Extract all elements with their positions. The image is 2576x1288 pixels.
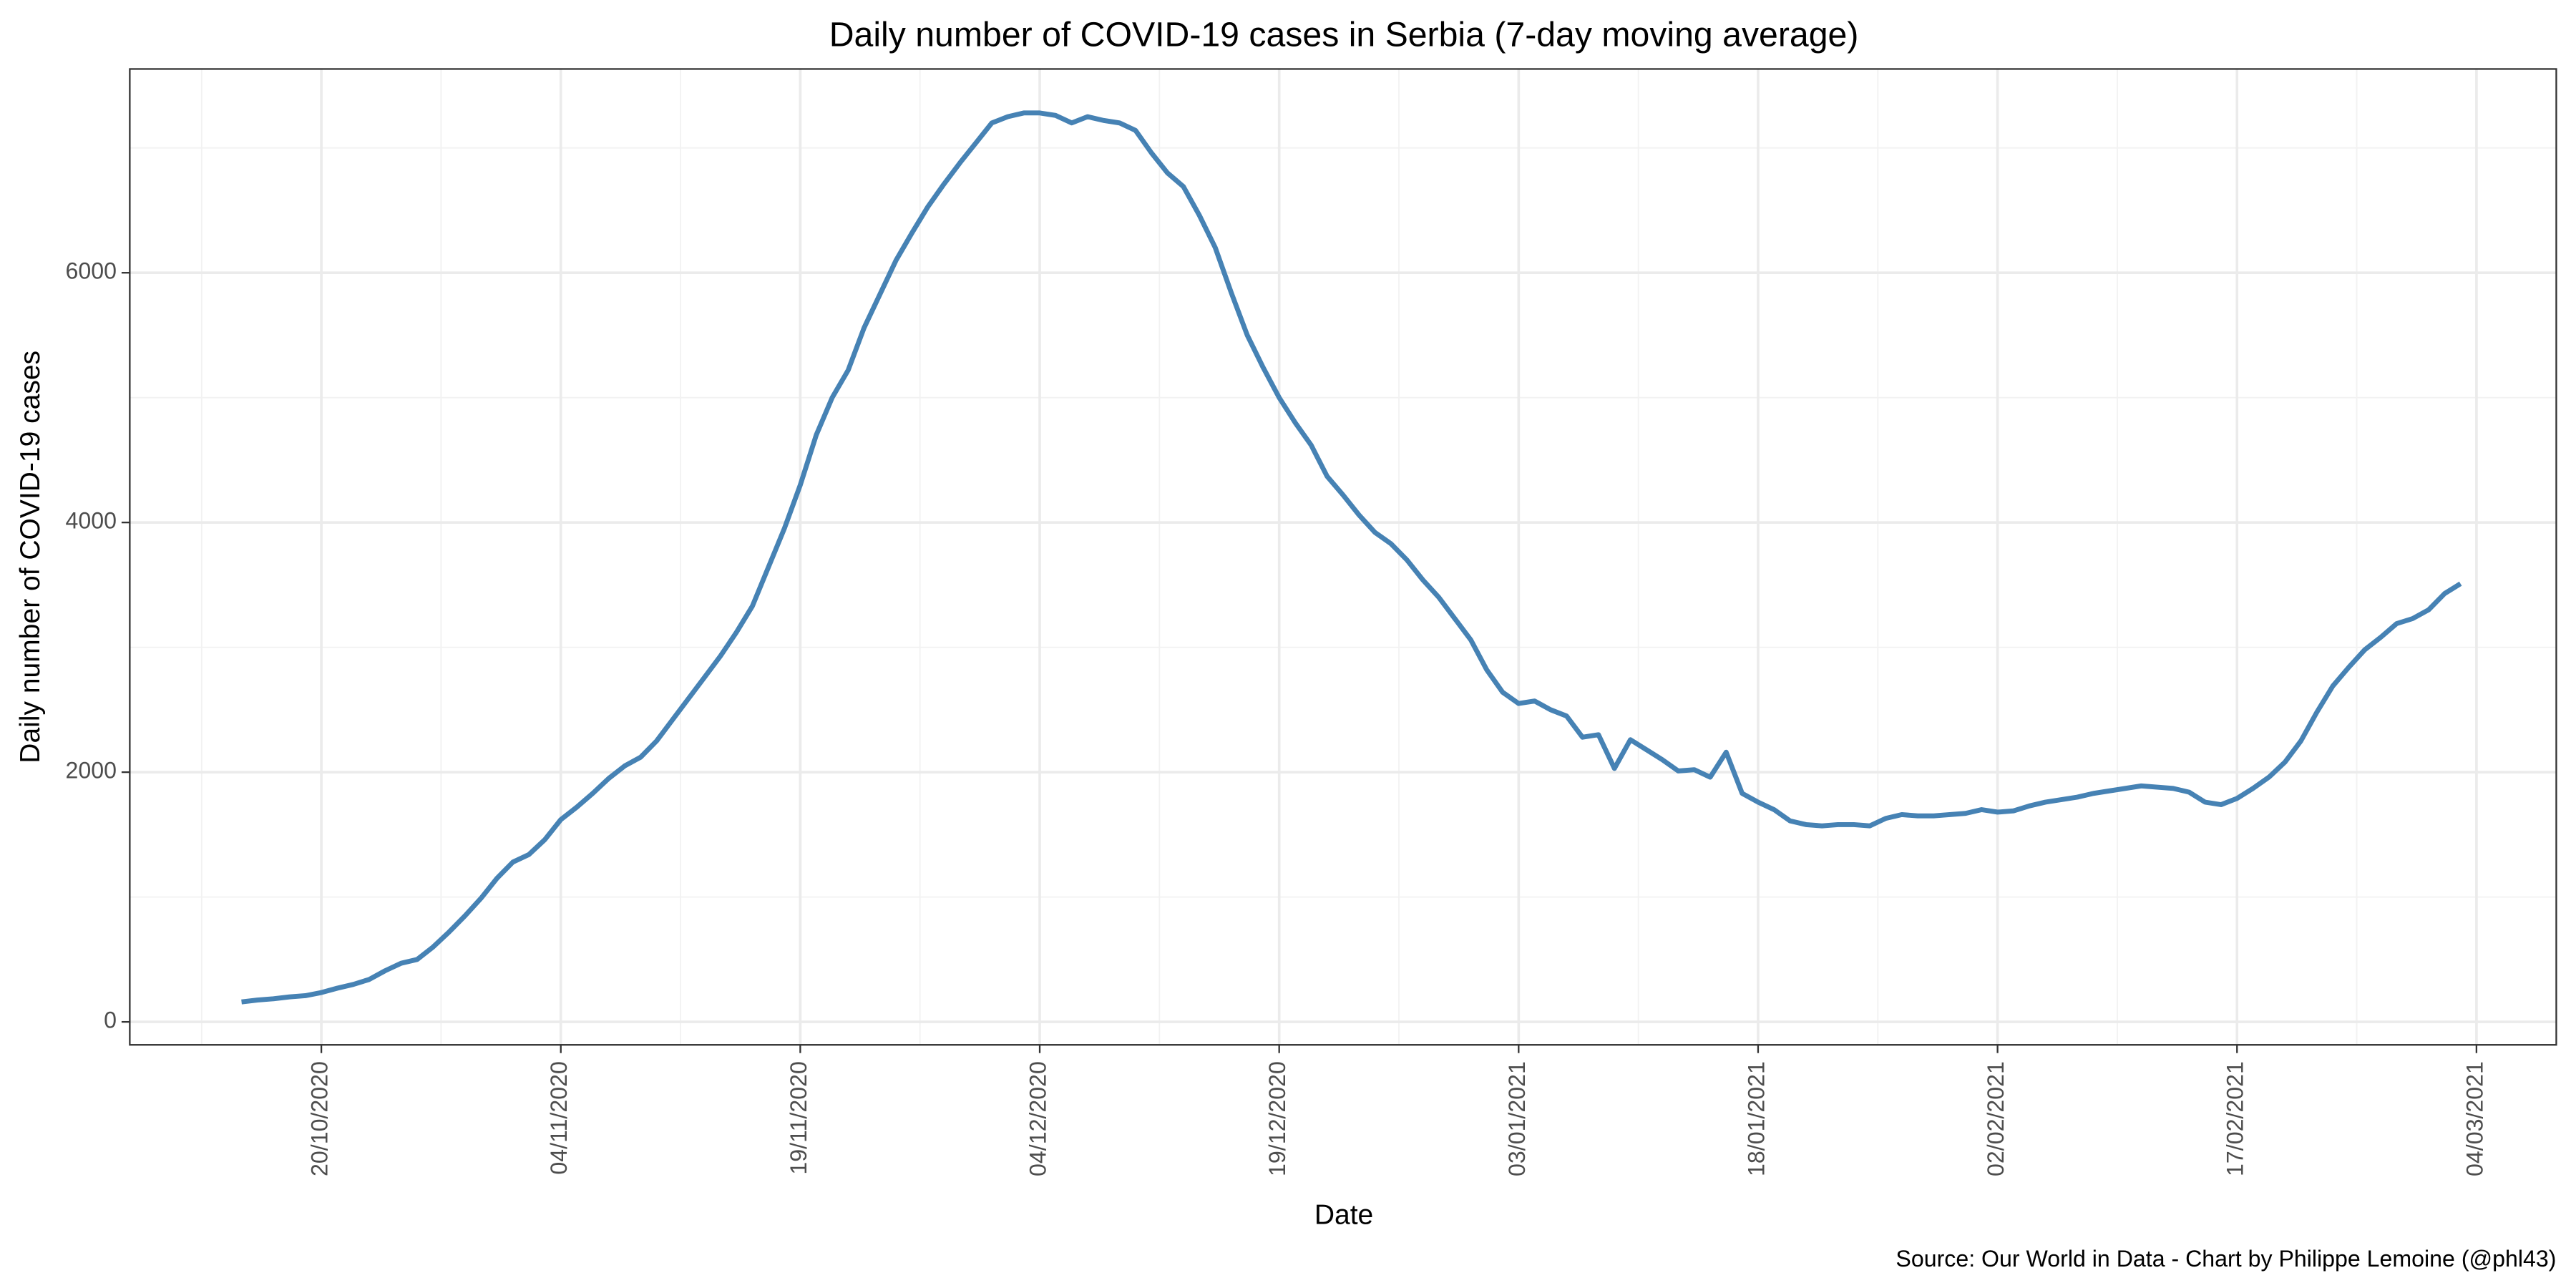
x-tick-label: 04/12/2020 [1025,1061,1051,1176]
data-line [241,110,2462,1005]
x-tick-label: 20/10/2020 [307,1061,333,1176]
x-tick-label: 04/11/2020 [546,1061,572,1174]
x-tick-label: 17/02/2021 [2223,1061,2248,1176]
x-tick-label: 03/01/2021 [1504,1061,1530,1176]
x-tick-label: 19/12/2020 [1264,1061,1290,1176]
y-tick-label: 6000 [66,258,117,284]
x-tick-label: 18/01/2021 [1743,1061,1769,1176]
x-axis-title: Date [1314,1199,1373,1230]
x-tick-label: 02/02/2021 [1983,1061,2009,1176]
panel-border [129,68,2557,1046]
y-tick-label: 4000 [66,508,117,534]
y-tick-label: 0 [104,1008,117,1033]
chart-title: Daily number of COVID-19 cases in Serbia… [829,15,1859,54]
y-tick-label: 2000 [66,758,117,784]
x-tick-label: 19/11/2020 [786,1061,811,1174]
caption: Source: Our World in Data - Chart by Phi… [1896,1246,2556,1272]
y-axis-title: Daily number of COVID-19 cases [15,351,46,763]
x-tick-label: 04/03/2021 [2462,1061,2487,1176]
